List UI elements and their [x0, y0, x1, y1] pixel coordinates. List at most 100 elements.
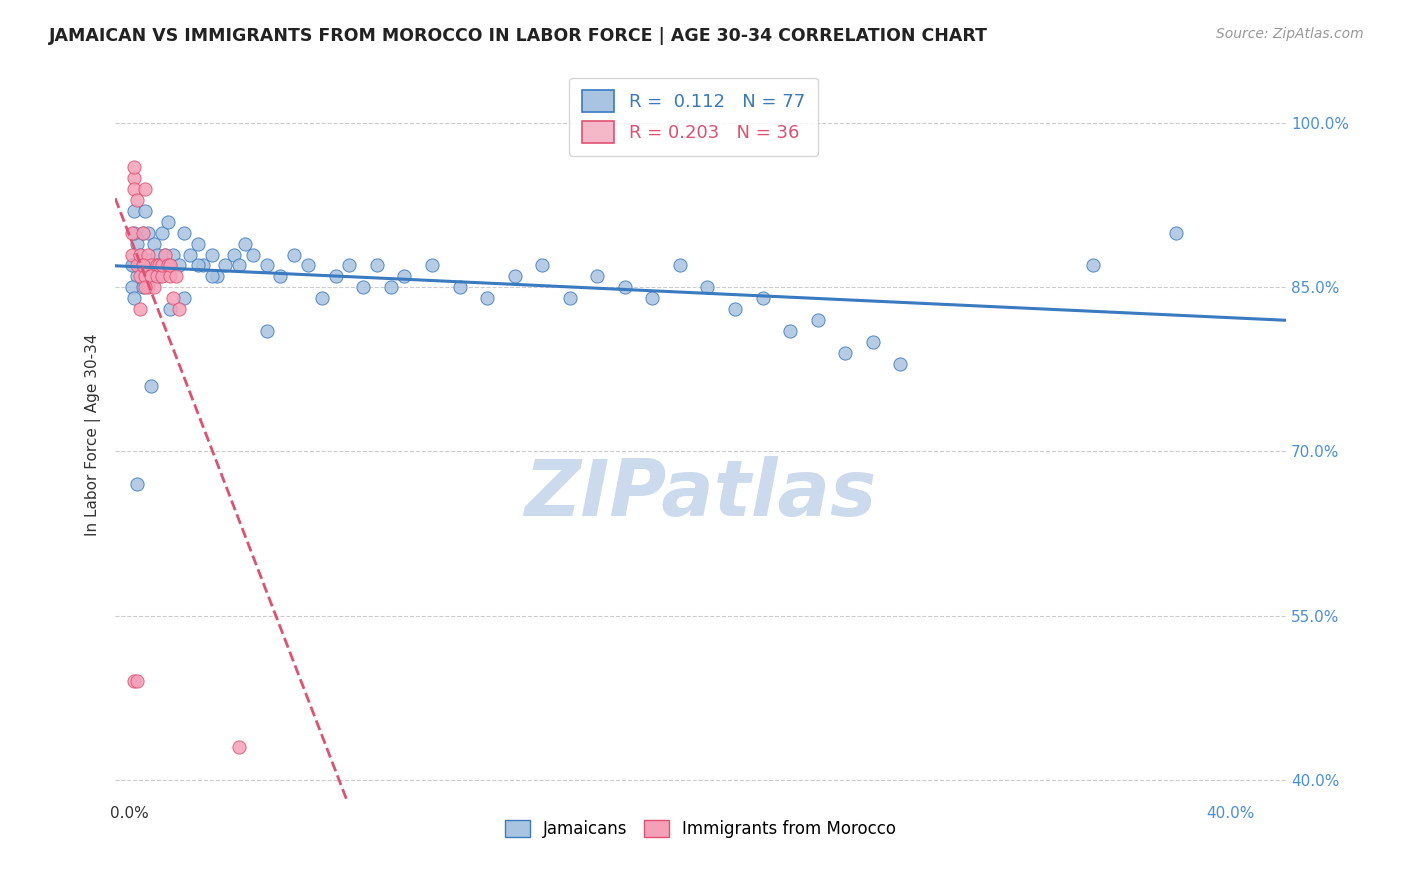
Point [139, 259, 162, 273]
Point [834, 346, 856, 360]
Point [167, 259, 190, 273]
Point [153, 247, 176, 261]
Point [503, 269, 526, 284]
Point [127, 477, 149, 491]
Point [159, 269, 181, 284]
Point [124, 226, 146, 240]
Point [121, 226, 143, 240]
Legend: Jamaicans, Immigrants from Morocco: Jamaicans, Immigrants from Morocco [498, 813, 903, 845]
Point [127, 259, 149, 273]
Point [124, 160, 146, 174]
Point [187, 259, 209, 273]
Point [134, 269, 156, 284]
Text: ZIPatlas: ZIPatlas [524, 456, 877, 532]
Text: JAMAICAN VS IMMIGRANTS FROM MOROCCO IN LABOR FORCE | AGE 30-34 CORRELATION CHART: JAMAICAN VS IMMIGRANTS FROM MOROCCO IN L… [49, 27, 988, 45]
Point [124, 182, 146, 196]
Point [173, 226, 195, 240]
Point [148, 259, 170, 273]
Point [228, 739, 250, 754]
Point [132, 259, 155, 273]
Point [129, 259, 152, 273]
Point [150, 226, 173, 240]
Point [1081, 259, 1104, 273]
Point [173, 291, 195, 305]
Point [380, 280, 402, 294]
Point [132, 280, 155, 294]
Point [233, 236, 256, 251]
Point [193, 259, 215, 273]
Point [136, 247, 159, 261]
Point [366, 259, 388, 273]
Point [779, 324, 801, 338]
Point [311, 291, 333, 305]
Point [187, 236, 209, 251]
Point [179, 247, 201, 261]
Point [228, 259, 250, 273]
Point [201, 247, 224, 261]
Point [129, 247, 152, 261]
Point [256, 259, 278, 273]
Point [214, 259, 236, 273]
Point [127, 674, 149, 689]
Point [145, 247, 167, 261]
Point [159, 259, 181, 273]
Point [297, 259, 319, 273]
Point [134, 259, 156, 273]
Point [145, 259, 167, 273]
Point [641, 291, 664, 305]
Point [134, 182, 156, 196]
Point [124, 203, 146, 218]
Point [129, 269, 152, 284]
Point [148, 269, 170, 284]
Point [283, 247, 305, 261]
Point [134, 203, 156, 218]
Point [129, 247, 152, 261]
Point [139, 269, 162, 284]
Point [136, 252, 159, 267]
Point [134, 280, 156, 294]
Point [121, 247, 143, 261]
Point [337, 259, 360, 273]
Point [696, 280, 718, 294]
Point [124, 259, 146, 273]
Point [132, 226, 155, 240]
Point [121, 259, 143, 273]
Point [256, 324, 278, 338]
Point [586, 269, 609, 284]
Point [153, 247, 176, 261]
Text: Source: ZipAtlas.com: Source: ZipAtlas.com [1216, 27, 1364, 41]
Point [222, 247, 245, 261]
Point [129, 302, 152, 317]
Point [156, 215, 179, 229]
Y-axis label: In Labor Force | Age 30-34: In Labor Force | Age 30-34 [86, 334, 101, 536]
Point [1164, 226, 1187, 240]
Point [751, 291, 773, 305]
Point [669, 259, 692, 273]
Point [156, 259, 179, 273]
Point [613, 280, 636, 294]
Point [242, 247, 264, 261]
Point [162, 247, 184, 261]
Point [724, 302, 747, 317]
Point [159, 259, 181, 273]
Point [475, 291, 498, 305]
Point [127, 269, 149, 284]
Point [127, 193, 149, 207]
Point [124, 291, 146, 305]
Point [139, 259, 162, 273]
Point [127, 236, 149, 251]
Point [124, 674, 146, 689]
Point [167, 302, 190, 317]
Point [132, 259, 155, 273]
Point [139, 379, 162, 393]
Point [862, 334, 884, 349]
Point [132, 226, 155, 240]
Point [121, 280, 143, 294]
Point [201, 269, 224, 284]
Point [142, 280, 165, 294]
Point [142, 236, 165, 251]
Point [449, 280, 471, 294]
Point [394, 269, 416, 284]
Point [558, 291, 581, 305]
Point [136, 280, 159, 294]
